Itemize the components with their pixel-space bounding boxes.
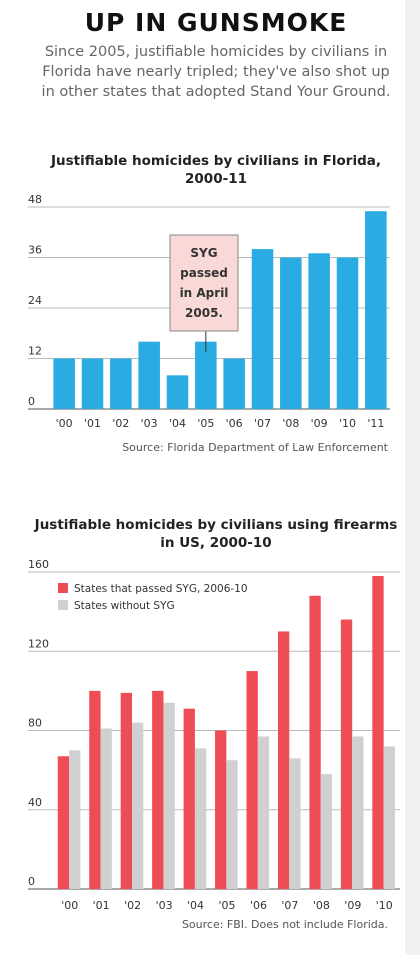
x-tick-label: '07 [254,417,271,430]
annotation-line: in April [180,286,229,300]
legend-swatch [58,583,68,593]
bar-nosyg-'09 [352,736,364,889]
bar-syg-'09 [340,619,353,889]
bar-syg-'07 [277,631,290,889]
y-tick-label: 12 [28,345,42,358]
legend-swatch [58,600,68,610]
y-tick-label: 48 [28,193,42,206]
x-tick-label: '02 [124,899,141,912]
bar-'11 [365,211,387,409]
dek: Since 2005, justifiable homicides by civ… [41,44,391,100]
bar-'02 [110,358,132,409]
florida-bar-chart: 0 12 24 36 48 '00 '01 '02 '03 '04 '05 '06 '07 '08 '09 '… [28,193,390,430]
bar-nosyg-'06 [257,736,270,889]
y-tick-label: 24 [28,294,42,307]
infographic: UP IN GUNSMOKE Since 2005, justifiable h… [28,0,404,955]
bar-'06 [223,358,245,409]
x-tick-label: '08 [282,417,299,430]
x-tick-label: '10 [376,899,393,912]
x-tick-label: '00 [56,417,73,430]
bar-syg-'06 [246,671,258,889]
page-edge [405,0,420,955]
chart2-title: Justifiable homicides by civilians using… [34,517,398,551]
bar-'03 [138,341,160,409]
bar-nosyg-'08 [320,774,333,889]
y-tick-label: 80 [28,717,42,730]
bar-'07 [251,249,274,409]
x-tick-label: '01 [93,899,110,912]
y-tick-label: 120 [28,637,49,650]
bar-nosyg-'02 [132,722,144,889]
bar-syg-'00 [57,756,70,889]
legend-label: States that passed SYG, 2006-10 [74,583,248,595]
x-tick-label: '08 [313,899,330,912]
x-tick-label: '07 [281,899,298,912]
bar-'10 [336,257,359,409]
bar-nosyg-'10 [383,746,395,889]
x-tick-label: '03 [156,899,173,912]
x-tick-label: '01 [84,417,101,430]
y-tick-label: 40 [28,796,42,809]
bar-nosyg-'03 [163,702,175,889]
x-tick-label: '11 [367,417,384,430]
bar-nosyg-'05 [226,760,238,889]
bar-nosyg-'04 [194,748,207,889]
annotation-line: SYG [190,246,217,260]
x-tick-label: '06 [226,417,243,430]
y-tick-label: 36 [28,244,42,257]
x-tick-label: '00 [61,899,78,912]
chart1-title: Justifiable homicides by civilians in Fl… [51,153,381,187]
x-tick-label: '05 [218,899,235,912]
bar-'05 [195,341,217,409]
annotation-line: passed [180,266,228,280]
x-tick-label: '10 [339,417,356,430]
y-tick-label: 0 [28,395,35,408]
annotation-text: SYG passed in April 2005. [180,246,229,320]
bar-'01 [81,358,104,409]
x-tick-label: '04 [169,417,186,430]
x-tick-label: '09 [311,417,328,430]
x-tick-label: '05 [197,417,214,430]
bar-syg-'10 [372,575,384,889]
x-tick-label: '06 [250,899,267,912]
bar-syg-'01 [89,690,101,889]
x-tick-label: '04 [187,899,204,912]
headline: UP IN GUNSMOKE [84,8,348,37]
bar-syg-'03 [152,690,164,889]
y-tick-label: 0 [28,875,35,888]
bar-nosyg-'01 [100,728,112,889]
chart2-source: Source: FBI. Does not include Florida. [181,918,388,931]
chart1-source: Source: Florida Department of Law Enforc… [122,441,388,454]
bar-syg-'04 [183,708,195,889]
annotation-line: 2005. [185,306,223,320]
legend-label: States without SYG [74,600,175,612]
bar-syg-'02 [120,692,133,889]
x-tick-label: '09 [344,899,361,912]
bar-syg-'08 [309,595,321,889]
bar-'08 [280,257,302,409]
bar-'09 [308,253,330,409]
bar-'04 [166,375,189,409]
us-grouped-bar-chart: 0 40 80 120 160 '00 '01 '02 '03 '04 '05 '06 '07 '08 '0… [28,558,400,912]
bar-syg-'05 [215,730,227,889]
bar-nosyg-'00 [69,750,81,889]
y-tick-label: 160 [28,558,49,571]
x-tick-label: '03 [141,417,158,430]
bar-'00 [53,358,75,409]
bar-nosyg-'07 [289,758,301,889]
x-tick-label: '02 [112,417,129,430]
annotation-box [169,234,239,332]
